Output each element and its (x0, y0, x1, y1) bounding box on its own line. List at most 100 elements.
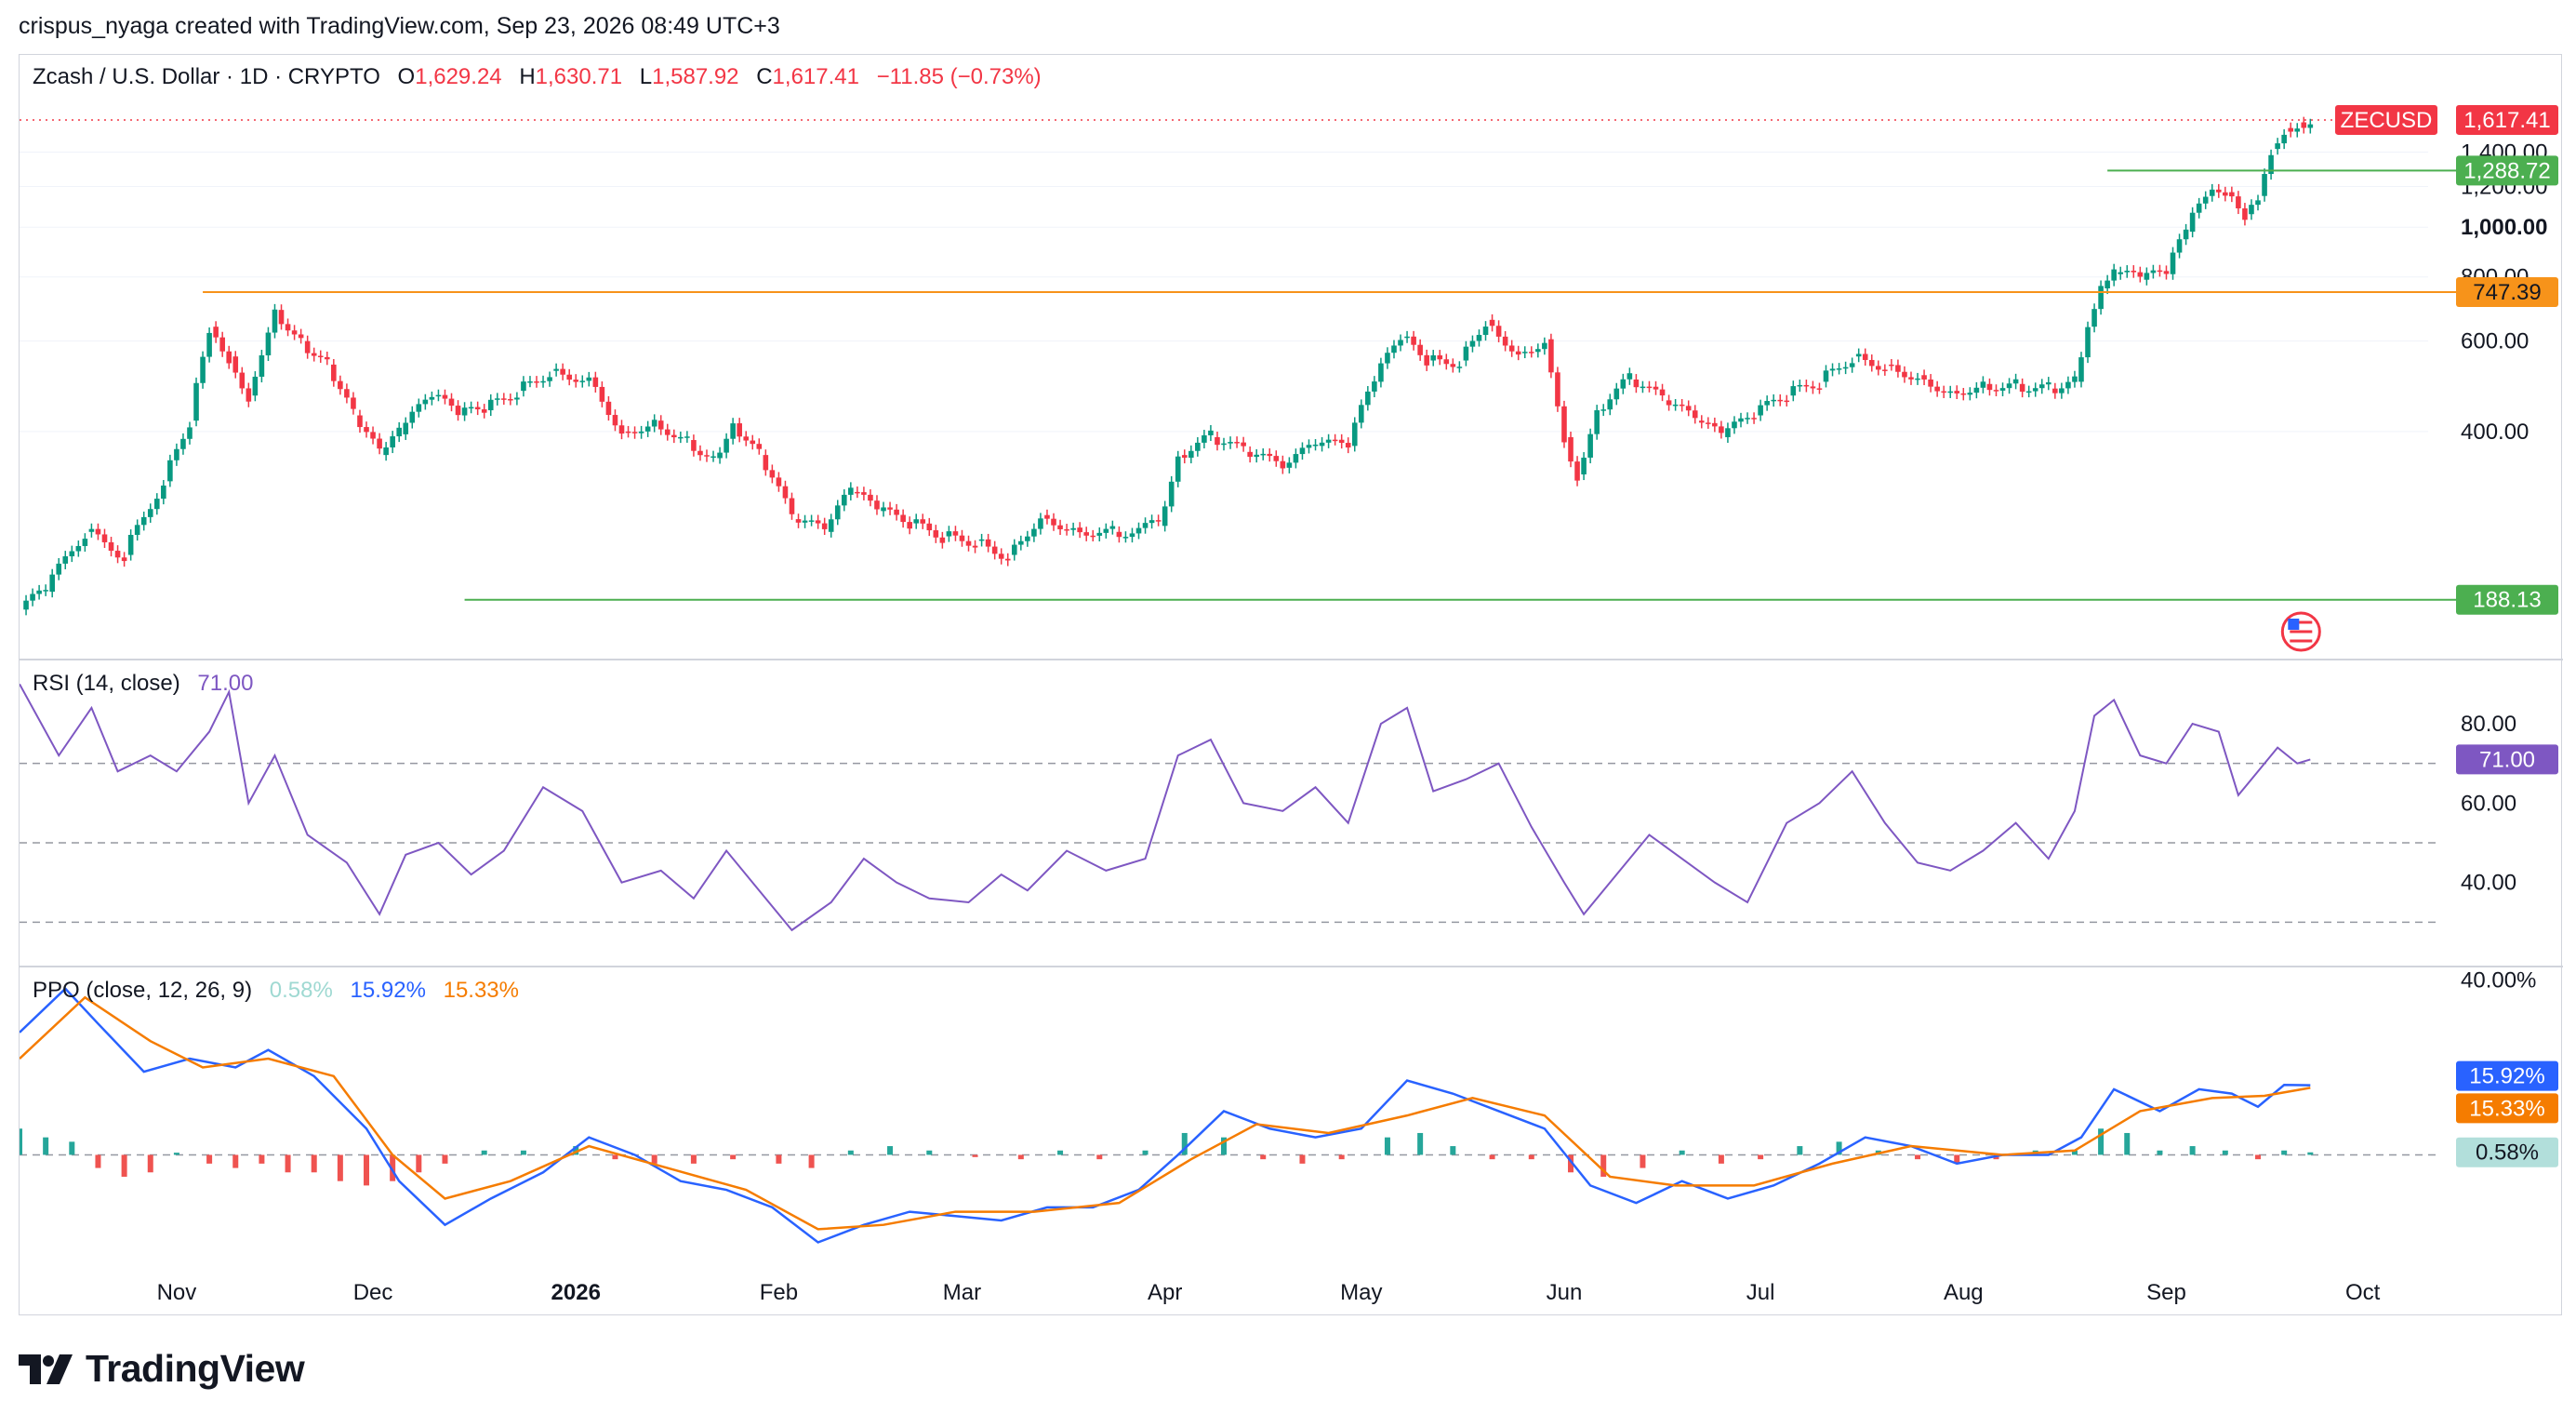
candle-body (2144, 273, 2150, 280)
candle-body (1542, 342, 1547, 350)
candle-body (573, 380, 579, 382)
candle-body (75, 545, 82, 552)
ppo-histogram-bar (2124, 1132, 2131, 1155)
candle-body (2236, 196, 2241, 208)
candle-body (1149, 520, 1155, 524)
candle-body (1254, 454, 1259, 458)
tradingview-logo[interactable]: TradingView (19, 1347, 305, 1391)
last-price-symbol-badge (2335, 104, 2437, 135)
open-value: 1,629.24 (415, 64, 502, 89)
candle-body (965, 540, 972, 546)
candle-body (1868, 359, 1875, 367)
candle-body (1077, 527, 1082, 533)
candle-body (69, 551, 75, 557)
candle-body (2183, 229, 2189, 240)
chart-frame[interactable]: 1,400.001,200.001,000.00800.00600.00400.… (19, 54, 2563, 1316)
candle-body (508, 398, 513, 401)
ppo-histogram-bar (121, 1154, 127, 1177)
candle-body (1882, 369, 1888, 371)
ppo-histogram-bar (926, 1150, 933, 1155)
candle-body (2025, 391, 2032, 393)
candle-body (651, 420, 657, 427)
candle-body (1129, 533, 1135, 538)
candle-body (2052, 388, 2058, 393)
x-axis-tick-label: Oct (2345, 1280, 2381, 1305)
candle-body (521, 381, 526, 392)
candle-body (501, 398, 507, 400)
ppo-histogram-bar (612, 1154, 618, 1160)
candle-body (821, 523, 828, 529)
candle-body (1548, 339, 1554, 373)
candle-body (1202, 434, 1207, 443)
candle-body (114, 551, 121, 558)
candle-body (1116, 531, 1122, 538)
candle-body (2045, 382, 2052, 385)
candle-body (1424, 354, 1429, 366)
candle-body (226, 351, 232, 364)
candle-body (724, 438, 729, 453)
ppo-histogram-bar (1718, 1154, 1724, 1164)
ppo-histogram-bar (20, 1128, 22, 1155)
candle-body (1417, 344, 1423, 355)
candle-body (1816, 388, 1823, 390)
candle-body (331, 364, 337, 381)
candle-body (1286, 462, 1293, 468)
ppo-histogram-bar (69, 1141, 75, 1155)
candle-body (1188, 450, 1194, 459)
candle-body (1908, 377, 1914, 380)
candle-body (1659, 389, 1666, 396)
candle-body (1758, 405, 1763, 416)
candle-body (1482, 327, 1489, 336)
rsi-name: RSI (14, close) (33, 671, 180, 696)
candle-body (1044, 514, 1050, 519)
candle-body (1712, 422, 1718, 427)
ppo-histogram-bar (442, 1154, 448, 1164)
candle-body (808, 520, 815, 522)
candle-body (487, 399, 494, 411)
candle-body (855, 491, 860, 494)
candle-body (1607, 399, 1613, 410)
candle-body (200, 356, 206, 383)
x-axis-tick-label: Aug (1944, 1280, 1984, 1305)
candle-body (30, 593, 35, 601)
candle-body (599, 386, 605, 402)
candle-body (1829, 368, 1836, 371)
candle-body (396, 427, 403, 437)
us-flag-canton-icon (2288, 619, 2300, 630)
candle-body (1555, 372, 1560, 407)
candle-body (697, 450, 703, 456)
candle-body (2249, 205, 2254, 215)
candle-body (1372, 381, 1377, 392)
candle-body (553, 368, 559, 371)
candle-body (1378, 363, 1384, 382)
ppo-value-badge (2456, 1060, 2558, 1091)
ppo-histogram-bar (1640, 1154, 1646, 1168)
candle-body (1666, 400, 1672, 406)
ppo-histogram-bar (690, 1154, 697, 1164)
candle-body (206, 332, 212, 357)
candle-body (1999, 388, 2006, 391)
candle-body (2307, 124, 2314, 128)
candle-body (1195, 442, 1201, 451)
candle-body (776, 477, 782, 487)
candle-body (802, 520, 808, 523)
tradingview-brand: TradingView (86, 1347, 305, 1390)
candle-body (2091, 309, 2097, 327)
high-label: H (519, 64, 536, 89)
chart-canvas[interactable]: 1,400.001,200.001,000.00800.00600.00400.… (20, 55, 2563, 1316)
candle-body (868, 494, 873, 501)
candle-body (1633, 379, 1640, 388)
ppo-histogram-bar (311, 1154, 317, 1173)
candle-body (834, 505, 841, 520)
candle-body (36, 590, 42, 594)
ppo-legend: PPO (close, 12, 26, 9) 0.58% 15.92% 15.3… (33, 978, 519, 1004)
candle-body (1725, 428, 1731, 437)
candle-body (23, 600, 29, 610)
candle-body (304, 340, 311, 353)
candle-body (1528, 352, 1534, 353)
candle-body (579, 380, 586, 382)
candle-body (959, 535, 965, 541)
candle-body (1574, 461, 1580, 481)
candle-body (1096, 532, 1103, 536)
candle-body (1025, 536, 1030, 541)
